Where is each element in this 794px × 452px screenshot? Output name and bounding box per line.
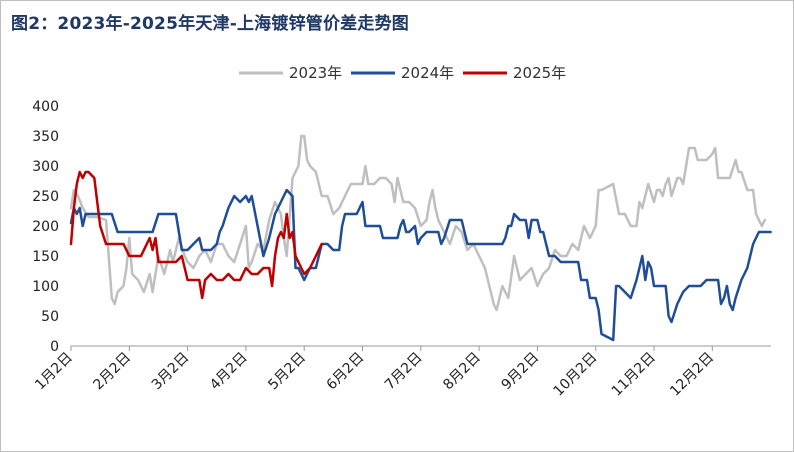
y-tick-label: 250 bbox=[32, 189, 59, 205]
y-tick-label: 50 bbox=[41, 309, 59, 325]
chart-title: 图2：2023年-2025年天津-上海镀锌管价差走势图 bbox=[11, 14, 409, 34]
x-tick-label: 3月2日 bbox=[149, 350, 193, 394]
x-tick-label: 8月2日 bbox=[440, 350, 484, 394]
x-tick-label: 7月2日 bbox=[382, 350, 426, 394]
y-tick-label: 150 bbox=[32, 249, 59, 265]
legend-label-3: 2025年 bbox=[513, 64, 566, 82]
x-tick-label: 5月2日 bbox=[265, 350, 309, 394]
x-tick-label: 6月2日 bbox=[324, 350, 368, 394]
x-tick-label: 10月2日 bbox=[551, 350, 601, 400]
legend-label-1: 2023年 bbox=[289, 64, 342, 82]
y-tick-label: 300 bbox=[32, 159, 59, 175]
x-tick-label: 4月2日 bbox=[207, 350, 251, 394]
series-line-1 bbox=[69, 134, 767, 312]
x-tick-label: 1月2日 bbox=[32, 350, 76, 394]
series-line-2 bbox=[69, 188, 772, 342]
y-tick-label: 200 bbox=[32, 219, 59, 235]
x-tick-label: 12月2日 bbox=[667, 350, 717, 400]
y-tick-label: 400 bbox=[32, 99, 59, 115]
y-tick-label: 350 bbox=[32, 129, 59, 145]
y-tick-label: 100 bbox=[32, 279, 59, 295]
series-line-3 bbox=[69, 170, 323, 300]
x-tick-label: 2月2日 bbox=[90, 350, 134, 394]
y-tick-label: 0 bbox=[50, 339, 59, 355]
x-tick-label: 11月2日 bbox=[609, 350, 659, 400]
x-tick-label: 9月2日 bbox=[499, 350, 543, 394]
legend-label-2: 2024年 bbox=[401, 64, 454, 82]
